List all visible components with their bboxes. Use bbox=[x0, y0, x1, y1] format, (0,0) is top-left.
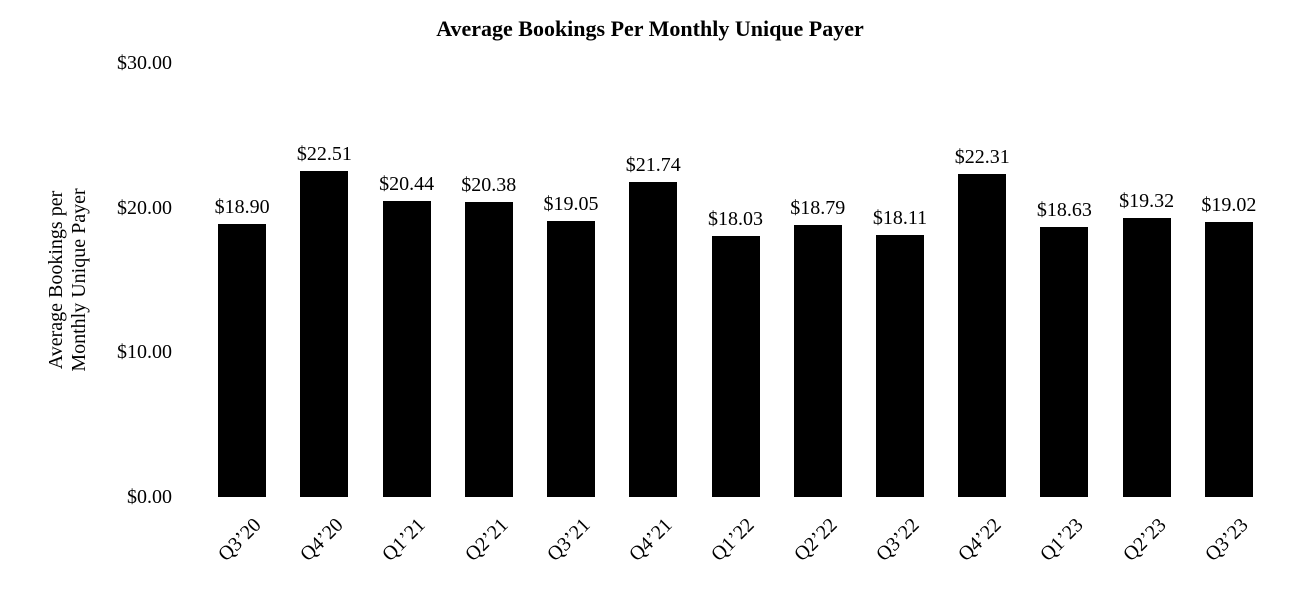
x-tick-label: Q3’21 bbox=[542, 514, 595, 566]
bar bbox=[793, 225, 842, 497]
x-tick-label: Q3’22 bbox=[871, 514, 924, 566]
bar bbox=[547, 221, 596, 497]
bar bbox=[1122, 217, 1171, 497]
x-tick-label: Q2’23 bbox=[1118, 514, 1171, 566]
bar-value-label: $18.90 bbox=[214, 195, 270, 218]
bar-value-label: $20.38 bbox=[461, 174, 517, 197]
bar-value-label: $18.79 bbox=[790, 197, 846, 220]
bar bbox=[300, 171, 349, 497]
bar bbox=[218, 223, 267, 497]
bar-value-label: $19.05 bbox=[543, 193, 599, 216]
bar bbox=[958, 174, 1007, 497]
x-tick-label: Q1’23 bbox=[1036, 514, 1088, 566]
bar bbox=[629, 182, 678, 497]
bar bbox=[1204, 221, 1253, 497]
bar-value-label: $22.31 bbox=[954, 146, 1010, 169]
bar-value-label: $18.63 bbox=[1036, 199, 1092, 222]
bar bbox=[711, 236, 760, 497]
x-tick-label: Q1’21 bbox=[378, 514, 431, 566]
y-tick-label: $0.00 bbox=[127, 486, 172, 508]
bar bbox=[875, 235, 924, 497]
bar bbox=[382, 201, 431, 497]
x-tick-label: Q4’22 bbox=[954, 514, 1006, 566]
bar-value-label: $22.51 bbox=[296, 143, 352, 166]
y-tick-label: $30.00 bbox=[117, 52, 172, 74]
bar-value-label: $21.74 bbox=[625, 154, 681, 177]
bar-value-label: $18.03 bbox=[708, 208, 763, 231]
x-tick-label: Q2’21 bbox=[460, 514, 513, 566]
bar-value-label: $18.11 bbox=[872, 207, 928, 229]
x-tick-label: Q1’22 bbox=[707, 514, 760, 566]
x-tick-label: Q4’21 bbox=[625, 514, 677, 566]
x-tick-label: Q3’20 bbox=[213, 514, 266, 566]
y-tick-label: $20.00 bbox=[117, 196, 172, 219]
y-tick-label: $10.00 bbox=[117, 341, 172, 364]
x-tick-label: Q4’20 bbox=[296, 514, 348, 566]
bar-value-label: $19.02 bbox=[1201, 193, 1257, 216]
x-tick-label: Q3’23 bbox=[1200, 514, 1253, 566]
bar-value-label: $20.44 bbox=[379, 173, 435, 196]
bar-value-label: $19.32 bbox=[1119, 189, 1175, 212]
bar bbox=[1040, 227, 1089, 497]
chart-title: Average Bookings Per Monthly Unique Paye… bbox=[436, 16, 864, 41]
bar bbox=[464, 202, 513, 497]
x-tick-label: Q2’22 bbox=[789, 514, 842, 566]
